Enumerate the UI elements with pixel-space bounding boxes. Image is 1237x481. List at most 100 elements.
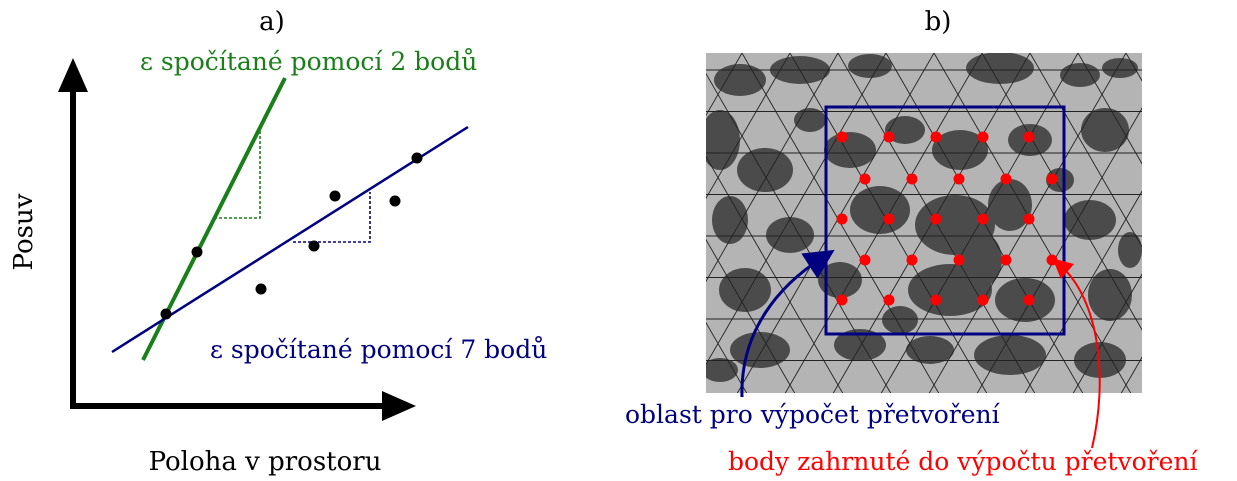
mesh-line (1217, 53, 1237, 393)
included-point (859, 254, 871, 266)
speckle (1064, 200, 1116, 240)
speckle (794, 108, 826, 132)
speckle (737, 148, 793, 192)
speckle-image (706, 53, 1237, 393)
speckle (706, 110, 740, 170)
mesh-line (976, 107, 1142, 393)
included-point (930, 213, 942, 225)
speckle (719, 268, 771, 312)
data-point (191, 246, 203, 258)
points-label-arrow (1052, 258, 1101, 449)
included-point (1046, 173, 1058, 185)
blue-slope-triangle (293, 192, 371, 243)
mesh-line (706, 72, 892, 393)
speckle (932, 130, 988, 170)
included-point (977, 131, 989, 143)
x-axis-arrowhead (382, 391, 416, 421)
x-axis-label: Poloha v prostoru (149, 447, 382, 477)
speckle (1060, 63, 1100, 87)
included-point (883, 213, 895, 225)
green-slope-triangle (214, 130, 261, 219)
data-point (389, 195, 401, 207)
included-point (953, 254, 965, 266)
blue-line-label: ε spočítané pomocí 7 bodů (210, 335, 547, 364)
included-point (836, 131, 848, 143)
data-point (329, 190, 341, 202)
included-point (836, 294, 848, 306)
included-point (977, 213, 989, 225)
strain-area-box (824, 105, 1066, 336)
included-point (1023, 294, 1035, 306)
area-label-arrow (740, 249, 835, 398)
included-point (977, 294, 989, 306)
included-point (1046, 254, 1058, 266)
mesh-line (736, 53, 935, 393)
data-points (160, 152, 423, 320)
data-point (160, 308, 172, 320)
speckle (958, 232, 1002, 288)
included-point (953, 173, 965, 185)
mesh-line (1174, 53, 1237, 393)
included-point (906, 254, 918, 266)
y-axis-label: Posuv (9, 193, 39, 270)
speckle (974, 335, 1046, 375)
speckle (730, 332, 790, 368)
axes (58, 58, 416, 421)
speckle (850, 186, 910, 234)
speckle (1102, 58, 1138, 78)
mesh-line (784, 53, 983, 393)
included-point (883, 131, 895, 143)
included-point (1000, 173, 1012, 185)
speckle (848, 54, 892, 78)
speckle (1088, 269, 1132, 321)
speckle (834, 329, 886, 361)
data-point (255, 283, 267, 295)
included-point (836, 213, 848, 225)
mesh-line (706, 53, 887, 366)
speckle (824, 132, 876, 168)
mesh-line (706, 53, 743, 117)
speckle (714, 64, 766, 96)
speckle (1118, 232, 1142, 268)
speckle (766, 217, 814, 253)
mesh-line (706, 53, 839, 283)
y-axis-arrowhead (58, 58, 88, 92)
area-label: oblast pro výpočet přetvoření (625, 400, 1001, 429)
mesh-line (832, 53, 1031, 393)
mesh-line (1072, 273, 1142, 393)
included-point (1000, 254, 1012, 266)
included-points (836, 131, 1058, 306)
panel-b-label: b) (925, 7, 952, 37)
speckle (1081, 108, 1129, 152)
points-label: body zahrnuté do výpočtu přetvoření (728, 447, 1198, 476)
speckle (712, 196, 748, 244)
included-point (1023, 131, 1035, 143)
panel-a-label: a) (259, 7, 285, 37)
green-line-label: ε spočítané pomocí 2 bodů (140, 47, 477, 76)
mesh-line (1222, 53, 1237, 393)
speckle (882, 306, 918, 334)
mesh-line (706, 155, 844, 393)
speckle (966, 53, 1034, 84)
speckle (906, 336, 954, 364)
panel-b: b) oblast pro výpočet přetvoření body za… (625, 7, 1237, 476)
mesh-line (706, 321, 748, 393)
included-point (906, 173, 918, 185)
mesh-line (1125, 53, 1142, 82)
mesh-line (1077, 53, 1142, 165)
included-point (930, 294, 942, 306)
mesh-line (706, 53, 791, 200)
panel-a: a) Posuv Poloha v prostoru ε spočítané p… (9, 7, 547, 477)
mesh-line (1169, 53, 1237, 393)
speckle (885, 116, 925, 144)
included-point (1023, 213, 1035, 225)
included-point (883, 294, 895, 306)
included-point (859, 173, 871, 185)
mesh-line (706, 238, 796, 393)
included-point (930, 131, 942, 143)
speckle (988, 179, 1032, 231)
data-point (308, 240, 320, 252)
mesh-line (981, 53, 1142, 331)
data-point (411, 152, 423, 164)
